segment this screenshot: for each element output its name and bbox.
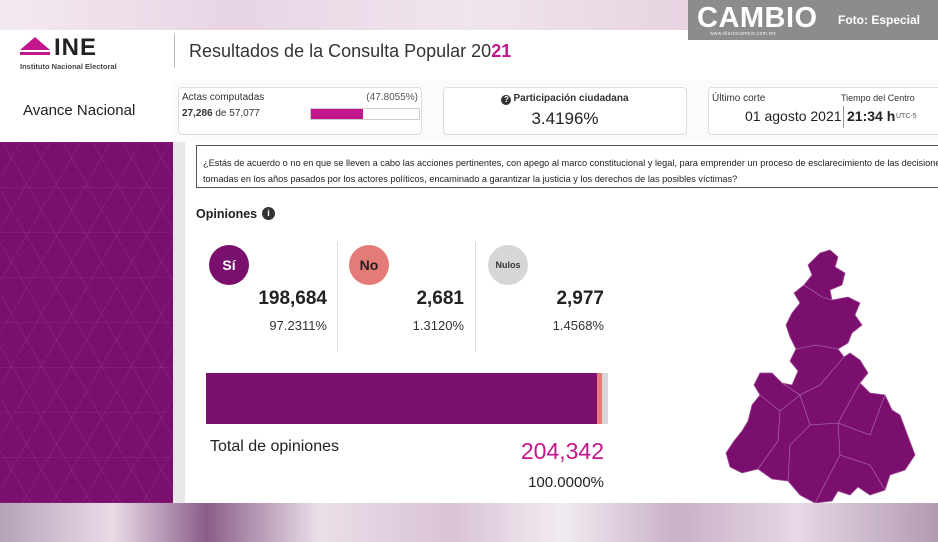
ine-logo-icon: [20, 37, 50, 55]
option-nulos-percent: 1.4568%: [552, 318, 604, 333]
corte-utc: UTC-5: [896, 113, 917, 120]
corte-time: 21:34 h: [847, 108, 896, 124]
cambio-logo: CAMBIO: [697, 2, 818, 34]
corte-date: 01 agosto 2021: [745, 108, 842, 124]
opiniones-heading: Opiniones: [196, 207, 258, 221]
scope-label[interactable]: Avance Nacional: [23, 102, 136, 119]
option-no-votes: 2,681: [416, 288, 464, 309]
tiempo-title: Tiempo del Centro: [841, 93, 915, 103]
corte-separator: [843, 106, 844, 128]
participacion-value: 3.4196%: [531, 109, 599, 128]
total-value: 204,342: [520, 438, 604, 464]
side-decoration: [0, 142, 173, 503]
option-nulos-badge: Nulos: [488, 245, 528, 285]
column-divider: [475, 242, 476, 352]
corte-title: Último corte: [712, 93, 766, 104]
help-icon[interactable]: ?: [501, 95, 512, 105]
total-label: Total de opiniones: [210, 438, 339, 455]
results-stacked-bar: [206, 373, 608, 424]
option-si-votes: 198,684: [258, 288, 327, 309]
actas-title: Actas computadas: [182, 92, 265, 103]
participacion-card: ? Participación ciudadana 3.4196%: [443, 87, 687, 135]
actas-progress-fill: [311, 109, 363, 119]
state-map[interactable]: [720, 245, 930, 503]
participacion-title: ? Participación ciudadana: [444, 93, 686, 105]
actas-count: 27,286 de 57,077: [182, 108, 260, 119]
watermark: CAMBIO www.diariocambio.com.mx Foto: Esp…: [688, 0, 938, 40]
corte-card: Último corte Tiempo del Centro 01 agosto…: [708, 87, 938, 135]
option-nulos-votes: 2,977: [556, 288, 604, 309]
header-divider: [174, 34, 175, 68]
page-title: Resultados de la Consulta Popular 2021: [189, 41, 512, 61]
actas-progress-bar: [310, 108, 420, 120]
scope-panel: Avance Nacional: [0, 80, 173, 142]
bar-segment-nulos: [602, 373, 608, 424]
cambio-site: www.diariocambio.com.mx: [710, 31, 777, 37]
column-divider: [337, 242, 338, 352]
photo-bottom-edge: [0, 503, 938, 542]
total-percent: 100.0000%: [528, 474, 604, 491]
info-icon[interactable]: i: [262, 207, 275, 220]
ine-logo-text: INE: [54, 34, 98, 61]
bar-segment-s: [206, 373, 597, 424]
option-si-badge: Sí: [209, 245, 249, 285]
bar-segment-no: [596, 373, 603, 424]
option-no-percent: 1.3120%: [412, 318, 464, 333]
question-line-1: ¿Estás de acuerdo o no en que se lleven …: [203, 158, 938, 168]
option-si-percent: 97.2311%: [269, 318, 327, 333]
option-no-badge: No: [349, 245, 389, 285]
ine-logo[interactable]: INE Instituto Nacional Electoral: [20, 34, 140, 73]
ine-logo-subtitle: Instituto Nacional Electoral: [20, 62, 117, 71]
photo-credit: Foto: Especial: [838, 13, 921, 27]
actas-percent: (47.8055%): [366, 92, 418, 103]
question-line-2: tomadas en los años pasados por los acto…: [203, 174, 738, 184]
question-box: ¿Estás de acuerdo o no en que se lleven …: [196, 145, 938, 188]
actas-card: Actas computadas (47.8055%) 27,286 de 57…: [178, 87, 422, 135]
